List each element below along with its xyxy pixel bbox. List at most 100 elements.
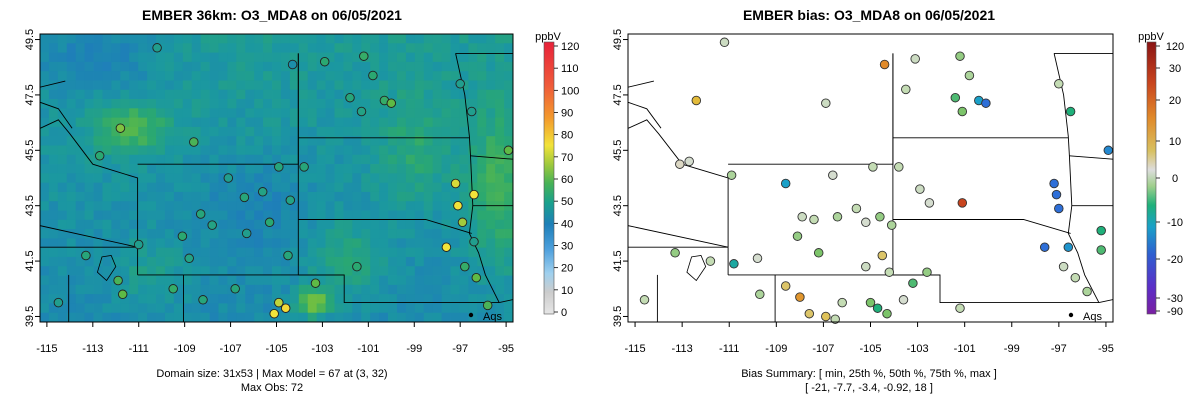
heatmap-cell [75,173,86,184]
heatmap-cell [316,89,326,100]
heatmap-cell [147,117,157,128]
heatmap-cell [423,247,434,258]
heatmap-cell [450,256,460,267]
heatmap-cell [486,275,496,286]
heatmap-cell [280,99,291,109]
heatmap-cell [102,303,112,314]
heatmap-cell [236,136,246,146]
heatmap-cell [423,108,434,119]
cbar-tick-label: 50 [561,196,573,208]
heatmap-cell [254,164,264,174]
heatmap-cell [441,294,451,304]
heatmap-cell [289,43,300,53]
heatmap-cell [414,191,425,202]
heatmap-cell [84,173,94,184]
heatmap-cell [352,210,362,221]
heatmap-cell [129,164,139,174]
observation-point [457,217,468,228]
heatmap-cell [379,238,389,249]
heatmap-cell [379,136,389,146]
heatmap-cell [459,256,469,267]
heatmap-cell [432,108,442,119]
heatmap-cell [432,164,442,174]
heatmap-cell [432,182,442,193]
heatmap-cell [138,201,148,211]
heatmap-cell [459,247,469,258]
heatmap-cell [84,108,94,119]
heatmap-cell [298,71,309,81]
heatmap-cell [218,229,228,239]
heatmap-cell [495,294,505,304]
cbar-tick-label: 110 [561,63,579,75]
heatmap-cell [316,136,326,146]
right-aqs-marker: Aqs [1068,311,1102,323]
heatmap-cell [405,229,416,239]
heatmap-cell [66,247,77,258]
heatmap-cell [370,229,380,239]
heatmap-cell [191,229,202,239]
bias-point [780,281,791,291]
heatmap-cell [370,154,380,165]
heatmap-cell [450,43,460,53]
heatmap-cell [495,312,505,323]
heatmap-cell [280,117,291,128]
heatmap-cell [495,34,505,44]
heatmap-cell [182,266,193,276]
heatmap-cell [325,238,335,249]
heatmap-cell [227,219,237,230]
heatmap-cell [504,108,514,119]
heatmap-cell [102,182,112,193]
heatmap-cell [120,71,130,81]
heatmap-cell [405,256,416,267]
heatmap-cell [316,80,326,91]
heatmap-cell [379,210,389,221]
heatmap-cell [432,34,442,44]
heatmap-cell [334,303,344,314]
heatmap-cell [191,71,202,81]
heatmap-cell [495,117,505,128]
heatmap-cell [182,238,193,249]
heatmap-cell [245,201,255,211]
heatmap-cell [405,145,416,156]
heatmap-cell [147,61,157,72]
state-border [137,274,500,304]
heatmap-cell [361,173,371,184]
x-tick-label: -95 [498,343,514,355]
heatmap-cell [102,191,112,202]
heatmap-cell [236,52,246,63]
right-aqs-dot [1068,312,1074,318]
heatmap-cell [307,52,318,63]
heatmap-cell [343,61,353,72]
heatmap-cell [396,34,407,44]
heatmap-cell [423,238,434,249]
heatmap-cell [468,117,478,128]
heatmap-cell [57,61,68,72]
bias-point [755,289,765,300]
bias-point [957,106,968,117]
heatmap-cell [93,247,103,258]
heatmap-cell [209,303,219,314]
heatmap-cell [218,182,228,193]
heatmap-cell [111,99,121,109]
heatmap-cell [477,99,487,109]
heatmap-cell [102,238,112,249]
heatmap-cell [102,43,112,53]
heatmap-cell [263,80,273,91]
heatmap-cell [111,43,121,53]
left-y-axis: 39.541.543.545.547.549.5 [24,29,40,327]
heatmap-cell [84,145,94,156]
heatmap-cell [84,312,94,323]
heatmap-cell [272,99,282,109]
heatmap-cell [334,52,344,63]
heatmap-cell [138,164,148,174]
x-tick-label: -111 [719,343,739,355]
heatmap-cell [289,182,300,193]
bias-point [1058,261,1069,272]
heatmap-cell [450,303,460,314]
heatmap-cell [48,229,59,239]
heatmap-cell [218,247,228,258]
heatmap-cell [379,275,389,286]
heatmap-cell [147,294,157,304]
heatmap-cell [468,256,478,267]
